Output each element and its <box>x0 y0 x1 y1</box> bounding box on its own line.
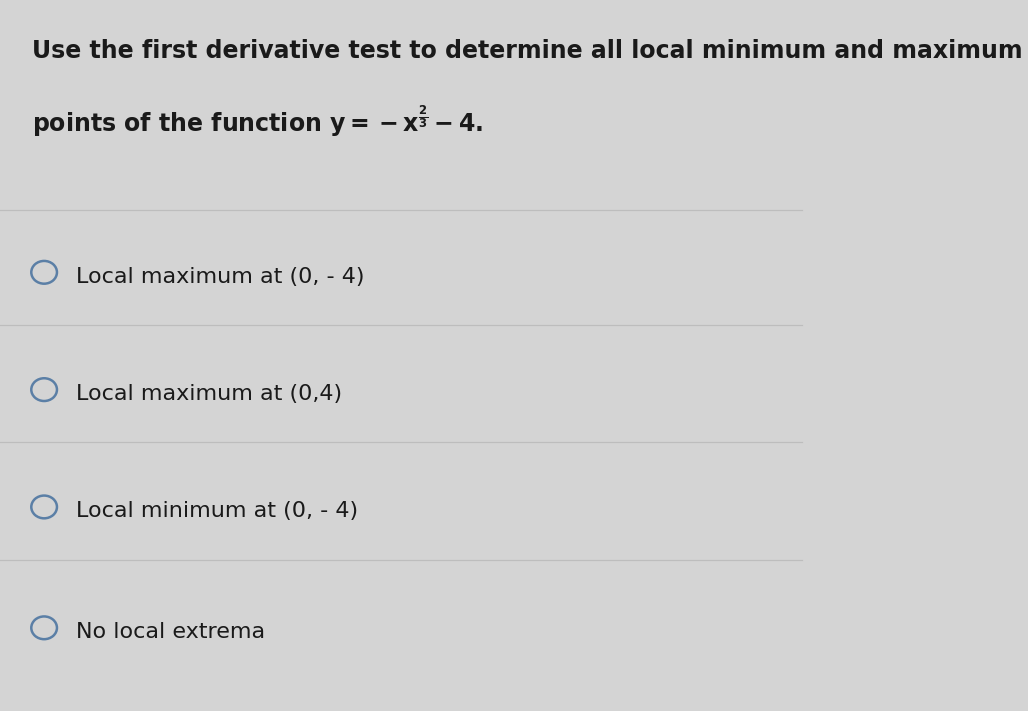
Text: Local maximum at (0, - 4): Local maximum at (0, - 4) <box>76 267 365 287</box>
Text: No local extrema: No local extrema <box>76 622 265 642</box>
Text: Use the first derivative test to determine all local minimum and maximum: Use the first derivative test to determi… <box>32 39 1023 63</box>
Text: points of the function $\mathbf{y = -x^{\frac{2}{3}}-4.}$: points of the function $\mathbf{y = -x^{… <box>32 103 483 139</box>
Text: Local maximum at (0,4): Local maximum at (0,4) <box>76 384 342 404</box>
Text: Local minimum at (0, - 4): Local minimum at (0, - 4) <box>76 501 359 521</box>
